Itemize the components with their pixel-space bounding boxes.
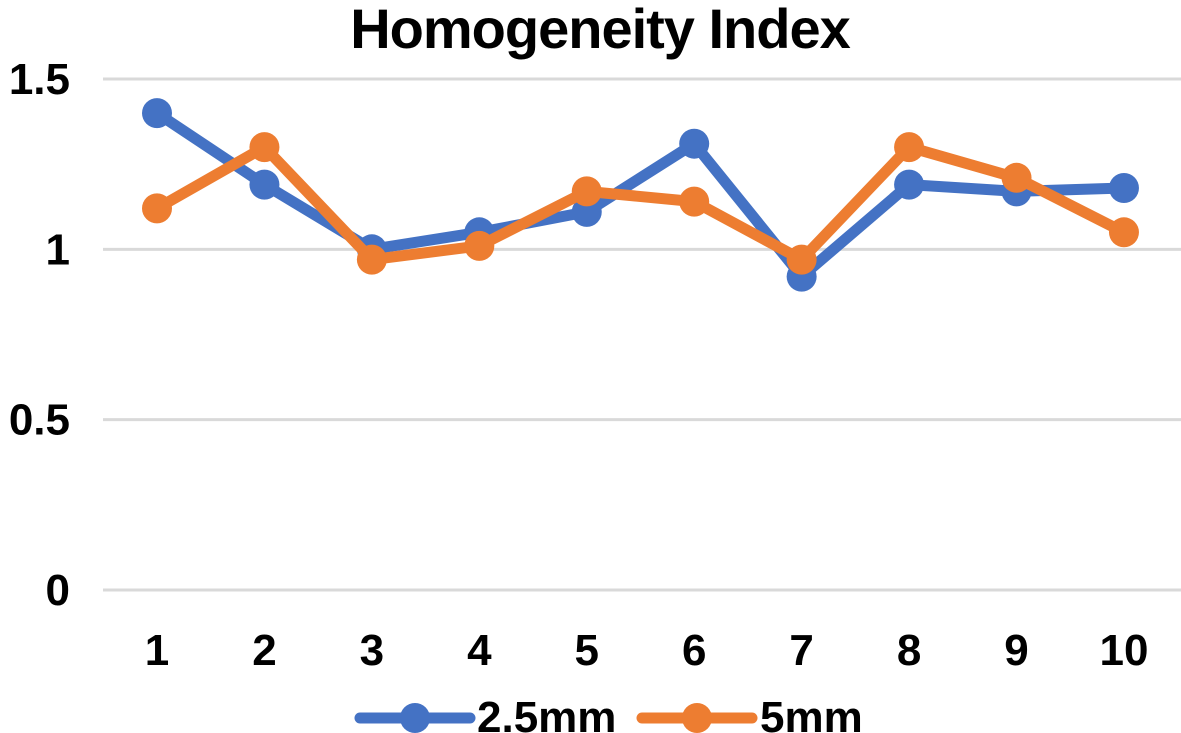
chart-title: Homogeneity Index: [350, 0, 850, 60]
legend-marker-dot-2-5mm: [400, 703, 430, 733]
data-point-2-5mm-x1: [142, 98, 172, 129]
legend: 2.5mm 5mm: [354, 693, 863, 733]
x-tick-label-1: 1: [145, 626, 169, 675]
x-tick-label-10: 10: [1099, 626, 1148, 675]
legend-label-5mm: 5mm: [760, 693, 863, 733]
data-point-5mm-x10: [1108, 217, 1139, 248]
y-tick-label-0.5: 0.5: [9, 396, 70, 445]
x-tick-label-9: 9: [1004, 626, 1028, 675]
x-tick-label-5: 5: [575, 626, 599, 675]
data-point-5mm-x9: [1001, 162, 1032, 193]
gridlines: [103, 77, 1181, 592]
series-line-2-5mm: [151, 107, 1130, 283]
data-point-2-5mm-x8: [894, 169, 925, 200]
data-point-5mm-x2: [249, 132, 280, 163]
data-point-2-5mm-x2: [249, 169, 280, 200]
data-point-2-5mm-x5: [571, 196, 602, 227]
y-tick-label-1.5: 1.5: [9, 55, 70, 104]
legend-label-2-5mm: 2.5mm: [477, 693, 616, 733]
x-tick-label-3: 3: [360, 626, 384, 675]
data-point-5mm-x8: [894, 132, 925, 163]
data-point-5mm-x4: [464, 230, 495, 261]
data-point-2-5mm-x6: [679, 128, 710, 159]
x-tick-label-8: 8: [897, 626, 921, 675]
legend-item-2-5mm: 2.5mm: [354, 693, 616, 733]
y-tick-label-0: 0: [46, 566, 70, 615]
legend-marker-dot-5mm: [682, 703, 712, 733]
data-point-5mm-x6: [679, 186, 710, 217]
legend-item-5mm: 5mm: [636, 693, 863, 733]
x-tick-label-6: 6: [682, 626, 706, 675]
data-point-5mm-x7: [786, 244, 817, 275]
x-axis-tick-labels: 1 2 3 4 5 6 7 8 9 10: [145, 626, 1149, 675]
y-tick-label-1: 1: [46, 225, 70, 274]
series-lines: [142, 98, 1139, 292]
x-tick-label-7: 7: [789, 626, 813, 675]
data-point-5mm-x5: [571, 176, 602, 207]
series-line-5mm: [151, 141, 1130, 266]
data-point-2-5mm-x10: [1108, 173, 1139, 203]
x-tick-label-4: 4: [467, 626, 492, 675]
x-tick-label-2: 2: [252, 626, 276, 675]
y-axis-tick-labels: 0 0.5 1 1.5: [9, 55, 70, 615]
data-point-5mm-x1: [142, 193, 172, 224]
data-point-5mm-x3: [356, 244, 387, 275]
